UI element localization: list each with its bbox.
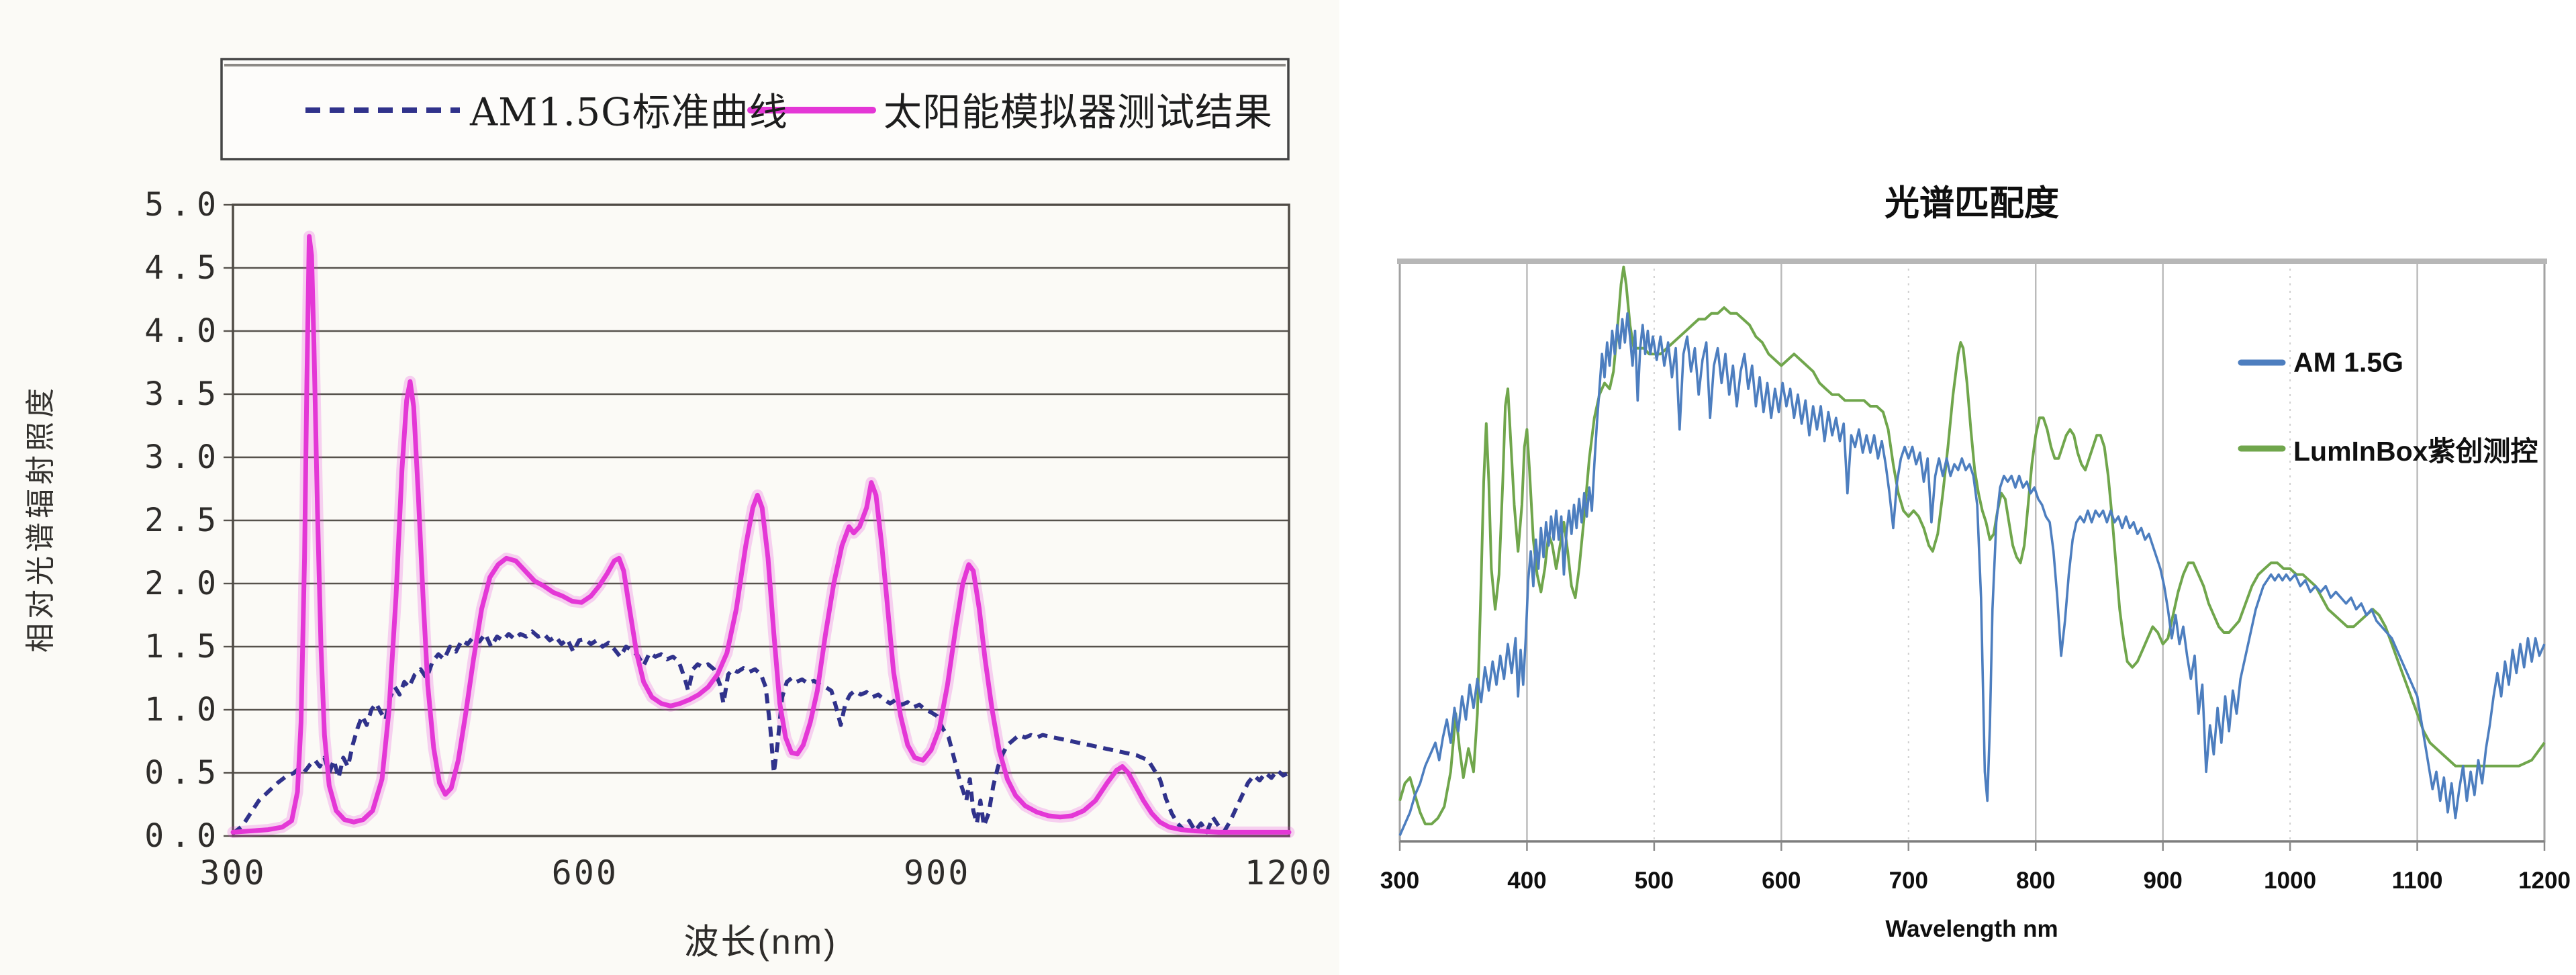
left-y-axis-title: 相对光谱辐射照度 [24, 384, 57, 653]
right-chart-gridlines [1526, 261, 2418, 841]
right-x-tick-label: 800 [2016, 868, 2056, 894]
left-chart-paper-background [0, 0, 1339, 975]
left-legend-label-simulator: 太阳能模拟器测试结果 [884, 90, 1273, 135]
solar-simulator-curve [230, 234, 1292, 835]
right-x-tick-label: 900 [2143, 868, 2183, 894]
right-x-axis-title: Wavelength nm [1885, 916, 2058, 942]
right-x-tick-label: 1200 [2518, 868, 2571, 894]
left-y-tick-label: 2.5 [144, 502, 223, 539]
right-chart-frame [1397, 259, 2547, 843]
left-chart-plot-frame [232, 203, 1290, 837]
left-legend-box [220, 58, 1290, 160]
right-chart-axis-tickmarks [1398, 841, 2546, 851]
right-x-tick-label: 700 [1889, 868, 1928, 894]
right-x-tick-label: 400 [1507, 868, 1547, 894]
left-y-tick-label: 3.0 [144, 438, 223, 476]
right-x-tick-label: 600 [1762, 868, 1801, 894]
right-legend-label-am15g: AM 1.5G [2293, 346, 2404, 378]
left-y-tick-label: 3.5 [144, 375, 223, 413]
left-legend-label-am15g: AM1.5G标准曲线 [470, 90, 788, 135]
left-x-tick-label: 1200 [1244, 853, 1334, 892]
left-x-tick-label: 300 [199, 853, 267, 892]
right-legend-label-luminbox: LumInBox紫创测控 [2293, 436, 2538, 467]
right-x-tick-label: 1100 [2391, 868, 2443, 894]
right-x-tick-label: 500 [1634, 868, 1674, 894]
left-y-tick-label: 0.5 [144, 754, 223, 792]
am15g-curve [1398, 312, 2546, 837]
left-y-tick-label: 0.0 [144, 817, 223, 855]
left-y-tick-label: 2.0 [144, 565, 223, 602]
right-chart-title: 光谱匹配度 [1884, 184, 2060, 224]
left-y-tick-label: 4.5 [144, 249, 223, 287]
left-y-tick-label: 1.5 [144, 628, 223, 665]
left-x-axis-title: 波长(nm) [683, 923, 838, 962]
am15g-standard-curve [232, 629, 1290, 835]
left-y-tick-label: 5.0 [144, 186, 223, 224]
right-x-tick-label: 300 [1380, 868, 1420, 894]
left-x-tick-label: 600 [551, 853, 618, 892]
right-x-tick-label: 1000 [2264, 868, 2317, 894]
left-y-tick-label: 4.0 [144, 312, 223, 350]
left-y-tick-label: 1.0 [144, 691, 223, 729]
left-x-tick-label: 900 [904, 853, 971, 892]
